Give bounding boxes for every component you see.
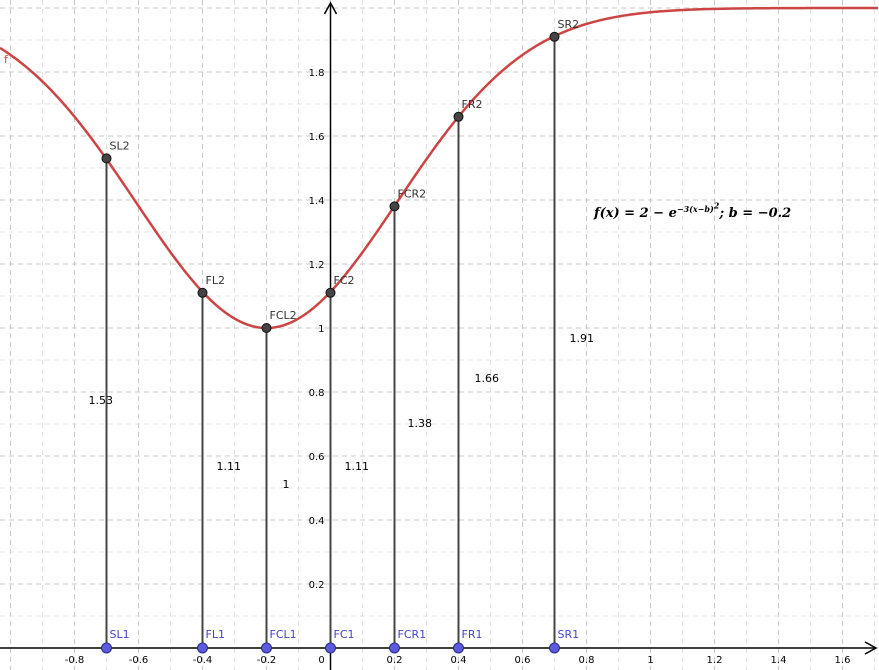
y-tick-label: 1.4 (309, 196, 325, 207)
function-formula: f(x) = 2 − e−3(x−b)2; b = −0.2 (594, 200, 792, 221)
value-label-fcr1: 1.38 (408, 417, 433, 430)
x-tick-label: -0.2 (257, 655, 277, 666)
point-fcl2 (261, 323, 272, 333)
point-fr1 (453, 642, 464, 654)
value-label-fr1: 1.66 (475, 372, 500, 385)
label-fl1: FL1 (206, 628, 225, 641)
y-tick-label: 0.4 (309, 516, 325, 527)
label-fl2: FL2 (206, 274, 225, 287)
curve-name-label: f (4, 53, 9, 66)
point-fr2 (453, 111, 464, 122)
y-tick-label: 0.8 (309, 388, 325, 399)
label-fr1: FR1 (462, 628, 483, 641)
value-label-sl1: 1.53 (89, 394, 114, 407)
label-fc1: FC1 (334, 628, 355, 641)
value-label-fl1: 1.11 (217, 460, 242, 473)
y-tick-label: 1.8 (309, 68, 325, 79)
y-tick-label: 0.6 (309, 452, 325, 463)
y-tick-label: 1.2 (309, 260, 325, 271)
x-tick-label: 1.2 (707, 655, 723, 666)
value-label-fc1: 1.11 (345, 460, 370, 473)
value-label-sr1: 1.91 (570, 332, 595, 345)
point-sl1 (101, 642, 112, 654)
points (101, 31, 560, 654)
label-fr2: FR2 (462, 98, 483, 111)
x-tick-label: -0.6 (129, 655, 149, 666)
tick-labels: -0.8 -0.6 -0.4 -0.2 0.2 0.4 0.6 0.8 1 1.2 1.4 1.6 0 0… (65, 68, 851, 666)
label-fcl2: FCL2 (270, 309, 297, 322)
label-fcr1: FCR1 (398, 628, 427, 641)
x-tick-label: 0.6 (515, 655, 531, 666)
x-tick-label: 0.4 (451, 655, 467, 666)
label-fcr2: FCR2 (398, 187, 427, 200)
x-tick-label: 0.2 (387, 655, 403, 666)
origin-label: 0 (318, 655, 324, 666)
y-tick-label: 0.2 (309, 580, 325, 591)
label-fcl1: FCL1 (270, 628, 297, 641)
x-tick-label: 0.8 (579, 655, 595, 666)
point-sr2 (549, 31, 560, 42)
y-tick-label: 1.6 (309, 132, 325, 143)
x-tick-label: 1 (647, 655, 653, 666)
y-tick-label: 1 (318, 324, 324, 335)
x-tick-label: -0.4 (193, 655, 213, 666)
label-sl2: SL2 (110, 139, 130, 152)
x-tick-label: 1.6 (835, 655, 851, 666)
point-fl1 (197, 642, 208, 654)
x-tick-label: -0.8 (65, 655, 85, 666)
x-axis-arrow (864, 641, 878, 655)
y-axis-arrow (323, 1, 338, 15)
vertical-segments (105, 36, 556, 648)
point-fc2 (325, 287, 336, 298)
point-fl2 (197, 287, 208, 298)
label-sr2: SR2 (558, 18, 580, 31)
function-curve-f (0, 6, 878, 330)
point-fcr1 (389, 642, 400, 654)
label-fc2: FC2 (334, 274, 355, 287)
point-sr1 (549, 642, 560, 654)
point-labels: SL1 SL2 FL1 FL2 FCL1 FCL2 FC1 FC2 FCR1 FCR2 FR1 FR2… (89, 18, 595, 641)
point-sl2 (101, 153, 112, 164)
point-fcr2 (389, 201, 400, 212)
label-sl1: SL1 (110, 628, 130, 641)
point-fc1 (325, 642, 336, 654)
point-fcl1 (261, 642, 272, 654)
value-label-fcl1: 1 (283, 478, 290, 491)
x-tick-label: 1.4 (771, 655, 787, 666)
label-sr1: SR1 (558, 628, 580, 641)
